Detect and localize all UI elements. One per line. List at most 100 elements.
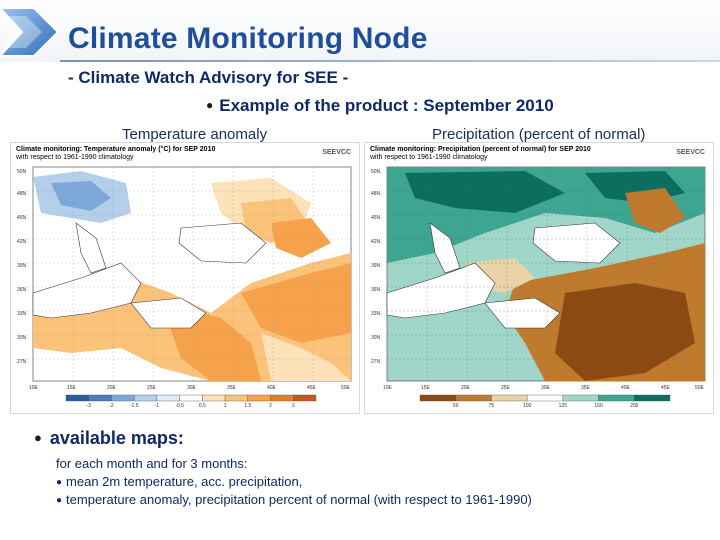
temperature-legend-swatch: [247, 394, 271, 402]
precipitation-lon-label: 35E: [581, 385, 591, 391]
temperature-legend-label: -2: [109, 403, 114, 409]
temperature-legend: -3 -2 -1.5 -1 -0.5 0.5 1 1.5 2 3: [65, 394, 317, 409]
temperature-legend-swatch: [111, 394, 135, 402]
description-line-1: for each month and for 3 months:: [56, 456, 248, 471]
precipitation-legend-swatch: [419, 394, 456, 402]
precipitation-lon-label: 50E: [695, 385, 705, 391]
example-line: ● Example of the product : September 2010: [206, 96, 554, 116]
temperature-east-region: [241, 263, 351, 343]
precipitation-map-graphic: 50N 48N 45N 42N 39N 36N 33N 30N 27N 10E …: [371, 166, 706, 409]
precipitation-lon-label: 45E: [661, 385, 671, 391]
temperature-lat-label: 50N: [17, 169, 27, 175]
precipitation-lat-label: 39N: [371, 263, 381, 269]
precipitation-lon-label: 10E: [383, 385, 393, 391]
precipitation-legend-swatch: [562, 394, 599, 402]
temperature-map-caption: Climate monitoring: Temperature anomaly …: [16, 146, 215, 162]
temperature-legend-label: -3: [87, 403, 92, 409]
temperature-lat-label: 27N: [17, 359, 27, 365]
temperature-legend-swatch: [156, 394, 180, 402]
adriatic-sea-shape: [75, 222, 107, 274]
chevron-logo-icon: [0, 7, 60, 57]
temperature-lon-label: 30E: [187, 385, 197, 391]
temperature-legend-label: -1.5: [130, 403, 139, 409]
temperature-lon-label: 15E: [67, 385, 77, 391]
description-line-3-text: temperature anomaly, precipitation perce…: [66, 492, 532, 507]
temperature-lon-label: 45E: [307, 385, 317, 391]
east-mediterranean-shape: [130, 297, 207, 329]
temperature-gridlines: [33, 167, 351, 381]
description-line-2-text: mean 2m temperature, acc. precipitation,: [66, 474, 303, 489]
temperature-legend-label: 0.5: [199, 403, 206, 409]
header-bar: [0, 0, 720, 62]
precipitation-lon-label: 30E: [541, 385, 551, 391]
temperature-lon-label: 10E: [29, 385, 39, 391]
precipitation-legend-swatch: [598, 394, 635, 402]
temperature-legend-swatch: [133, 394, 158, 402]
temperature-lon-label: 40E: [267, 385, 277, 391]
temperature-lat-label: 39N: [17, 263, 27, 269]
example-text: Example of the product : September 2010: [219, 96, 554, 115]
precipitation-legend-label: 50: [453, 403, 459, 409]
adriatic-sea-shape: [429, 222, 461, 274]
temperature-lat-label: 42N: [17, 239, 27, 245]
available-maps-label: available maps:: [49, 428, 184, 448]
precipitation-very-dry-region: [555, 283, 695, 381]
precipitation-gridlines: [387, 167, 705, 381]
precipitation-map-caption: Climate monitoring: Precipitation (perce…: [370, 146, 591, 162]
temperature-lat-label: 36N: [17, 287, 27, 293]
precipitation-northeast-dry-region: [625, 188, 685, 233]
temperature-caucasus-region: [271, 218, 331, 258]
page-subtitle: - Climate Watch Advisory for SEE -: [68, 68, 349, 87]
temperature-map-label: Temperature anomaly: [122, 126, 268, 143]
precipitation-legend: 50 75 100 125 150 200: [419, 394, 671, 409]
temperature-lat-label: 48N: [17, 191, 27, 197]
temperature-caption-line2: with respect to 1961-1990 climatology: [16, 154, 134, 161]
precipitation-lon-label: 15E: [421, 385, 431, 391]
temperature-map-logo: SEEVCC: [322, 149, 351, 156]
available-maps-heading: ● available maps:: [34, 428, 184, 449]
temperature-lon-label: 35E: [227, 385, 237, 391]
temperature-lat-label: 33N: [17, 311, 27, 317]
temperature-lon-label: 20E: [107, 385, 117, 391]
header-divider: [60, 60, 720, 62]
precipitation-legend-label: 75: [489, 403, 495, 409]
precipitation-lat-label: 42N: [371, 239, 381, 245]
precipitation-legend-label: 200: [630, 403, 639, 409]
temperature-legend-swatch: [88, 394, 112, 402]
precipitation-legend-swatch: [526, 394, 564, 402]
east-mediterranean-shape: [484, 297, 561, 329]
precipitation-lon-label: 25E: [501, 385, 511, 391]
bullet-icon: ●: [56, 477, 63, 488]
temperature-legend-label: 3: [292, 403, 295, 409]
precipitation-lat-label: 30N: [371, 335, 381, 341]
temperature-lon-label: 25E: [147, 385, 157, 391]
temperature-legend-label: 1.5: [244, 403, 251, 409]
precipitation-very-wet-region: [405, 171, 565, 213]
precipitation-lat-label: 33N: [371, 311, 381, 317]
bullet-icon: ●: [206, 98, 214, 112]
precipitation-map: Climate monitoring: Precipitation (perce…: [364, 142, 714, 414]
precipitation-legend-label: 100: [523, 403, 532, 409]
temperature-legend-label: -1: [155, 403, 160, 409]
precipitation-caption-line2: with respect to 1961-1990 climatology: [370, 154, 488, 161]
description-line-3: ● temperature anomaly, precipitation perc…: [56, 492, 532, 507]
bullet-icon: ●: [56, 495, 63, 506]
temperature-map-graphic: 50N 48N 45N 42N 39N 36N 33N 30N 27N 10E …: [17, 166, 352, 409]
temperature-legend-swatch: [179, 394, 203, 402]
temperature-lat-label: 30N: [17, 335, 27, 341]
temperature-legend-swatch: [224, 394, 249, 402]
temperature-colder-region: [51, 181, 111, 211]
temperature-anomaly-map: Climate monitoring: Temperature anomaly …: [10, 142, 360, 414]
precipitation-lat-label: 48N: [371, 191, 381, 197]
precipitation-legend-swatch: [491, 394, 528, 402]
precipitation-lat-label: 36N: [371, 287, 381, 293]
precipitation-caption-line1: Climate monitoring: Precipitation (perce…: [370, 146, 591, 153]
temperature-legend-swatch: [65, 394, 89, 402]
temperature-legend-swatch: [202, 394, 226, 402]
temperature-legend-swatch: [293, 394, 317, 402]
temperature-southeast-region: [261, 333, 351, 381]
precipitation-legend-swatch: [634, 394, 671, 402]
precipitation-lat-label: 50N: [371, 169, 381, 175]
temperature-legend-label: -0.5: [175, 403, 184, 409]
precipitation-map-label: Precipitation (percent of normal): [432, 126, 646, 143]
